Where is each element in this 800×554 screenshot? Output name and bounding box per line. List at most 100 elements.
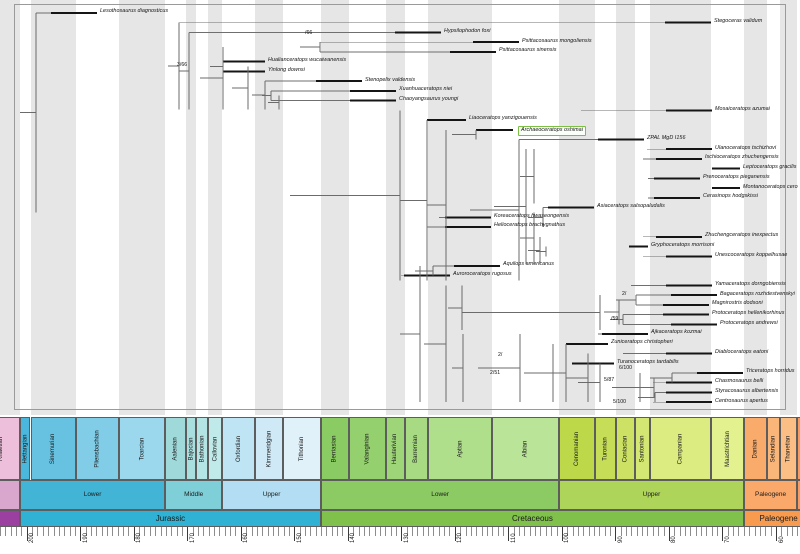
support-value: 2/ <box>498 352 503 358</box>
system-cretaceous: Cretaceous <box>321 510 744 527</box>
axis-minor-tick <box>181 527 183 536</box>
stage-label: Santonian <box>639 434 646 463</box>
axis-major-tick <box>454 527 456 541</box>
axis-minor-tick <box>379 527 381 536</box>
stage-cenomanian: Cenomanian <box>559 417 595 480</box>
taxon-label: Styracosaurus albertensis <box>715 387 779 394</box>
axis-minor-tick <box>219 527 221 536</box>
axis-minor-tick <box>433 527 435 536</box>
axis-minor-tick <box>551 527 552 536</box>
stage-hauterivian: Hauterivian <box>385 417 405 480</box>
axis-minor-tick <box>139 527 140 536</box>
axis-minor-tick <box>556 527 558 536</box>
axis-minor-tick <box>567 527 568 536</box>
axis-minor-tick <box>449 527 451 536</box>
axis-minor-tick <box>476 527 477 536</box>
stage-coniacian: Coniacian <box>616 417 636 480</box>
stage-label: Tithonian <box>299 436 306 461</box>
axis-minor-tick <box>321 527 322 536</box>
axis-minor-tick <box>224 527 226 536</box>
stage-sinemurian: Sinemurian <box>30 417 76 480</box>
taxon-label: Cerasinops hodgskissi <box>703 193 758 200</box>
stage-turonian: Turonian <box>594 417 617 480</box>
support-value: /59 <box>611 316 619 322</box>
axis-tick-label: 130 <box>403 532 410 543</box>
axis-minor-tick <box>535 527 536 536</box>
axis-tick-label: 160 <box>243 532 250 543</box>
axis-minor-tick <box>481 527 483 536</box>
axis-minor-tick <box>684 527 686 536</box>
axis-minor-tick <box>96 527 97 536</box>
axis-minor-tick <box>112 527 114 536</box>
axis-minor-tick <box>631 527 633 536</box>
axis-minor-tick <box>674 527 675 536</box>
taxon-label: Diabloceratops eatoni <box>715 348 769 355</box>
axis-minor-tick <box>326 527 328 536</box>
axis-major-tick <box>775 527 777 541</box>
axis-minor-tick <box>701 527 702 536</box>
axis-minor-tick <box>540 527 542 536</box>
axis-minor-tick <box>288 527 290 536</box>
system-label: Paleogene <box>759 513 798 523</box>
axis-minor-tick <box>107 527 108 536</box>
support-value: /66 <box>305 30 313 36</box>
axis-minor-tick <box>315 527 317 536</box>
geologic-timescale: Rhaetian Hettangian Sinemurian Pliensbachia… <box>0 417 800 554</box>
axis-minor-tick <box>192 527 194 536</box>
taxon-label: Yinlong downsi <box>268 66 305 73</box>
taxon-label: Mosaiceratops azumai <box>715 105 770 112</box>
axis-minor-tick <box>406 527 408 536</box>
axis-minor-tick <box>101 527 103 536</box>
axis-major-tick <box>347 527 349 541</box>
axis-minor-tick <box>337 527 338 536</box>
taxon-label: Unescoceratops koppelhusae <box>715 251 788 258</box>
axis-minor-tick <box>706 527 708 536</box>
series-label: Middle <box>184 490 204 498</box>
system-jurassic: Jurassic <box>19 510 322 527</box>
axis-minor-tick <box>545 527 547 536</box>
time-axis: 200 190 180 170 160 150 140 130 120 110 100 90 80 70 6… <box>0 527 800 554</box>
stage-label: Pliensbachian <box>94 429 101 468</box>
axis-minor-tick <box>278 527 279 536</box>
axis-minor-tick <box>299 527 301 536</box>
axis-tick-label: 170 <box>189 532 196 543</box>
background-band <box>208 0 223 415</box>
axis-tick-label: 110 <box>510 533 517 543</box>
stage-label: Bathonian <box>199 434 206 463</box>
taxon-label: Triceratops horridus <box>746 368 795 375</box>
stage-aalenian: Aalenian <box>165 417 186 480</box>
axis-minor-tick <box>165 527 167 536</box>
stage-danian: Danian <box>743 417 768 480</box>
stage-label: Danian <box>752 438 759 459</box>
taxon-label: Stenopelix valdensis <box>365 76 416 83</box>
axis-minor-tick <box>53 527 55 536</box>
axis-tick-label: 80 <box>671 536 678 543</box>
axis-minor-tick <box>797 527 798 536</box>
axis-minor-tick <box>353 527 354 536</box>
axis-minor-tick <box>583 527 584 536</box>
axis-minor-tick <box>519 527 520 536</box>
support-value: 3/66 <box>177 62 188 68</box>
background-band <box>185 0 197 415</box>
axis-minor-tick <box>497 527 499 536</box>
background-band <box>119 0 166 415</box>
axis-minor-tick <box>85 527 87 536</box>
stage-thanetian: Thanetian <box>780 417 798 480</box>
axis-minor-tick <box>305 527 306 536</box>
series-label: Paleogene <box>755 490 787 498</box>
stage-berriasian: Berriasian <box>321 417 349 480</box>
axis-minor-tick <box>37 527 39 536</box>
stage-label: Kimmeridgian <box>266 430 273 467</box>
series-label: Upper <box>642 490 661 498</box>
axis-minor-tick <box>593 527 595 536</box>
axis-minor-tick <box>235 527 237 536</box>
stage-label: Aalenian <box>172 436 179 461</box>
axis-minor-tick <box>214 527 215 536</box>
stage-label: Callovian <box>212 436 219 461</box>
axis-minor-tick <box>5 527 7 536</box>
taxon-label: Lesothosaurus diagnosticus <box>100 8 169 15</box>
stage-label: Sinemurian <box>50 433 57 464</box>
axis-minor-tick <box>197 527 199 536</box>
axis-minor-tick <box>422 527 424 536</box>
axis-minor-tick <box>743 527 745 536</box>
